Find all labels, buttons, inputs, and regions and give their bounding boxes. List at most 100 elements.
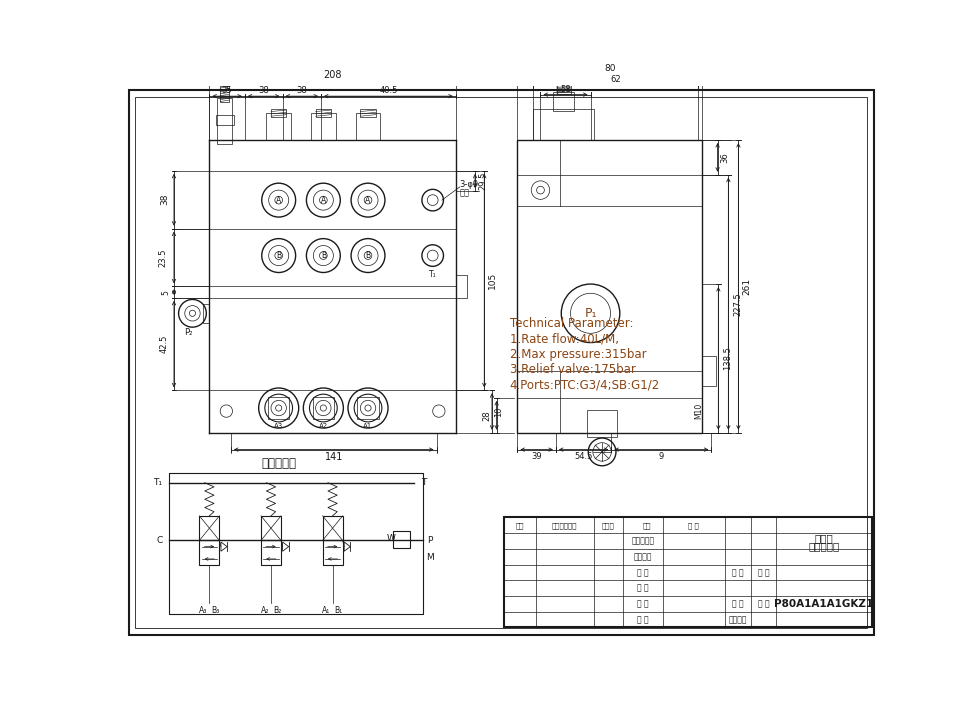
Text: 2.Max pressure:315bar: 2.Max pressure:315bar (509, 348, 646, 360)
Text: 校 对: 校 对 (636, 568, 648, 577)
Bar (203, 304, 209, 322)
Bar (271, 109, 286, 117)
Bar (261, 541, 280, 565)
Text: 设 计: 设 计 (636, 615, 648, 624)
Text: 54.5: 54.5 (573, 452, 592, 461)
Bar (356, 113, 380, 140)
Text: 261: 261 (742, 278, 750, 295)
Text: 23.5: 23.5 (158, 248, 167, 266)
Text: 标记: 标记 (515, 522, 524, 528)
Text: B₃: B₃ (211, 606, 220, 615)
Text: A1: A1 (363, 424, 372, 429)
Bar (556, 83, 570, 94)
Text: 29.5: 29.5 (478, 172, 487, 190)
Text: A: A (320, 195, 325, 205)
Text: 227.5: 227.5 (733, 292, 742, 315)
Bar (199, 541, 219, 565)
Text: 5: 5 (161, 289, 171, 294)
Text: 更改内容简要: 更改内容简要 (551, 522, 576, 528)
Bar (261, 516, 280, 541)
Bar (311, 113, 335, 140)
Bar (701, 355, 715, 386)
Text: A₁: A₁ (322, 606, 330, 615)
Text: 4.Ports:PTC:G3/4;SB:G1/2: 4.Ports:PTC:G3/4;SB:G1/2 (509, 378, 659, 391)
Text: 58: 58 (560, 85, 571, 94)
Text: 38: 38 (160, 194, 169, 205)
Text: A: A (365, 195, 370, 205)
Text: 105: 105 (487, 272, 496, 289)
Text: 制 图: 制 图 (636, 600, 648, 608)
Text: P80A1A1A1GKZ1: P80A1A1A1GKZ1 (774, 599, 872, 609)
Bar (313, 397, 334, 419)
Text: 28: 28 (483, 410, 491, 421)
Text: 标准化检查: 标准化检查 (631, 536, 654, 546)
Text: 1.Rate flow:40L/M,: 1.Rate flow:40L/M, (509, 332, 618, 345)
Text: 36: 36 (719, 152, 728, 163)
Bar (316, 109, 331, 117)
Bar (322, 541, 342, 565)
Text: T₁: T₁ (429, 270, 436, 279)
Text: T: T (420, 478, 426, 488)
Text: A: A (276, 195, 281, 205)
Bar (220, 86, 230, 101)
Bar (322, 516, 342, 541)
Bar (217, 98, 233, 144)
Text: 141: 141 (324, 452, 343, 462)
Text: A3: A3 (274, 424, 283, 429)
Text: 38: 38 (296, 86, 307, 95)
Text: 138.5: 138.5 (722, 346, 732, 370)
Text: 第 页: 第 页 (757, 568, 769, 577)
Bar (532, 109, 594, 140)
Text: 40.5: 40.5 (379, 86, 398, 95)
Bar (169, 473, 423, 615)
Text: 描 图: 描 图 (636, 584, 648, 592)
Text: P: P (427, 536, 432, 545)
Text: M: M (425, 553, 433, 562)
Text: 比 例: 比 例 (757, 600, 769, 608)
Text: 80: 80 (604, 64, 615, 73)
Text: T₁: T₁ (152, 478, 161, 488)
Text: 图样标记: 图样标记 (728, 615, 746, 624)
Text: 日期: 日期 (642, 522, 651, 528)
Bar (392, 531, 409, 548)
Text: 更改人: 更改人 (601, 522, 614, 528)
Bar (215, 116, 234, 125)
Text: 42.5: 42.5 (159, 335, 168, 353)
Text: 10: 10 (494, 406, 503, 416)
Text: 9: 9 (658, 452, 663, 461)
Text: 审 批: 审 批 (688, 522, 699, 528)
Text: 39: 39 (531, 452, 541, 461)
Bar (455, 275, 467, 298)
Text: 重 量: 重 量 (732, 600, 743, 608)
Bar (586, 409, 616, 437)
Text: A2: A2 (319, 424, 327, 429)
Text: B₁: B₁ (334, 606, 343, 615)
Bar (503, 518, 871, 628)
Text: C: C (156, 536, 163, 545)
Text: 外型尺寸图: 外型尺寸图 (807, 541, 838, 551)
Text: 3.Relief valve:175bar: 3.Relief valve:175bar (509, 363, 635, 376)
Text: M10: M10 (693, 403, 702, 419)
Text: B: B (365, 251, 370, 260)
Text: A₃: A₃ (199, 606, 207, 615)
Bar (199, 516, 219, 541)
Bar (552, 92, 573, 111)
Text: P₂: P₂ (185, 328, 192, 337)
Text: 3-φ9: 3-φ9 (459, 180, 479, 190)
Bar (266, 113, 291, 140)
Text: B₂: B₂ (273, 606, 281, 615)
Text: B: B (320, 251, 325, 260)
Text: 38: 38 (258, 86, 269, 95)
Text: 工艺检查: 工艺检查 (633, 552, 652, 561)
Bar (357, 397, 378, 419)
Text: W: W (386, 534, 395, 544)
Bar (517, 140, 701, 433)
Text: 多路阀: 多路阀 (814, 533, 832, 544)
Bar (268, 397, 289, 419)
Text: 共 页: 共 页 (732, 568, 743, 577)
Text: 通孔: 通孔 (459, 188, 469, 197)
Text: P₁: P₁ (583, 307, 596, 320)
Bar (360, 109, 375, 117)
Text: 208: 208 (323, 70, 342, 80)
Text: A₂: A₂ (261, 606, 269, 615)
